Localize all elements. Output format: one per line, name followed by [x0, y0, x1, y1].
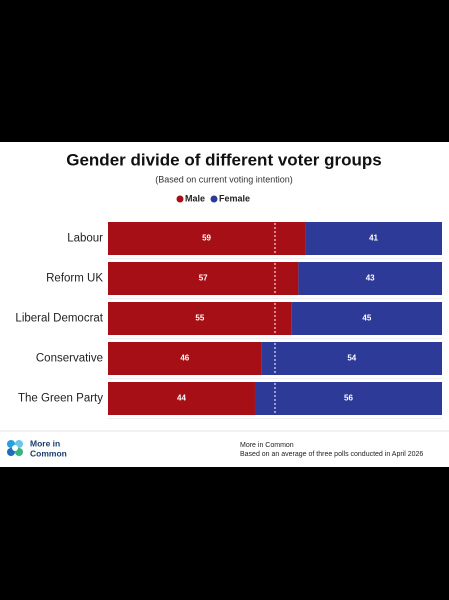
bar-segment	[261, 342, 442, 375]
value-label: 43	[366, 274, 375, 283]
logo-text: Common	[30, 448, 67, 458]
value-label: 41	[369, 234, 378, 243]
value-label: 46	[180, 354, 189, 363]
y-tick-label: Conservative	[36, 353, 103, 365]
value-label: 45	[362, 314, 371, 323]
legend-label: Male	[185, 193, 205, 203]
y-tick-label: Liberal Democrat	[15, 313, 103, 325]
legend-swatch	[210, 195, 218, 203]
note: Based on an average of three polls condu…	[240, 451, 423, 458]
bar-segment	[108, 382, 255, 415]
chart-title: Gender divide of different voter groups	[66, 150, 381, 169]
bar-segment	[108, 262, 299, 295]
bar-segment	[298, 262, 442, 295]
chart-subtitle: (Based on current voting intention)	[155, 174, 293, 184]
bar-segment	[108, 342, 262, 375]
value-label: 44	[177, 394, 186, 403]
source: More in Common	[240, 442, 294, 449]
bar-segment	[108, 222, 306, 255]
value-label: 57	[199, 274, 208, 283]
bar-segment	[291, 302, 442, 335]
y-tick-label: The Green Party	[18, 393, 103, 405]
logo	[7, 440, 23, 456]
value-label: 56	[344, 394, 353, 403]
bar-segment	[305, 222, 442, 255]
logo-text: More in	[30, 438, 60, 448]
value-label: 59	[202, 234, 211, 243]
y-tick-label: Reform UK	[46, 273, 103, 285]
value-label: 55	[195, 314, 204, 323]
legend-swatch	[176, 195, 184, 203]
y-tick-label: Labour	[67, 233, 103, 245]
bar-segment	[108, 302, 292, 335]
value-label: 54	[347, 354, 356, 363]
bar-segment	[254, 382, 442, 415]
legend-label: Female	[219, 193, 250, 203]
logo-dot	[12, 445, 18, 451]
